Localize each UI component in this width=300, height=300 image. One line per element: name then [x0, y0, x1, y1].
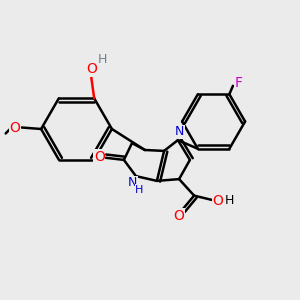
Text: O: O [174, 209, 184, 223]
Text: O: O [94, 150, 105, 164]
Text: H: H [98, 53, 107, 66]
Text: O: O [213, 194, 224, 208]
Text: O: O [86, 62, 97, 76]
Text: O: O [9, 121, 20, 134]
Text: F: F [235, 76, 243, 90]
Text: H: H [224, 194, 234, 208]
Text: H: H [135, 185, 144, 195]
Text: N: N [175, 125, 184, 138]
Text: N: N [128, 176, 138, 189]
